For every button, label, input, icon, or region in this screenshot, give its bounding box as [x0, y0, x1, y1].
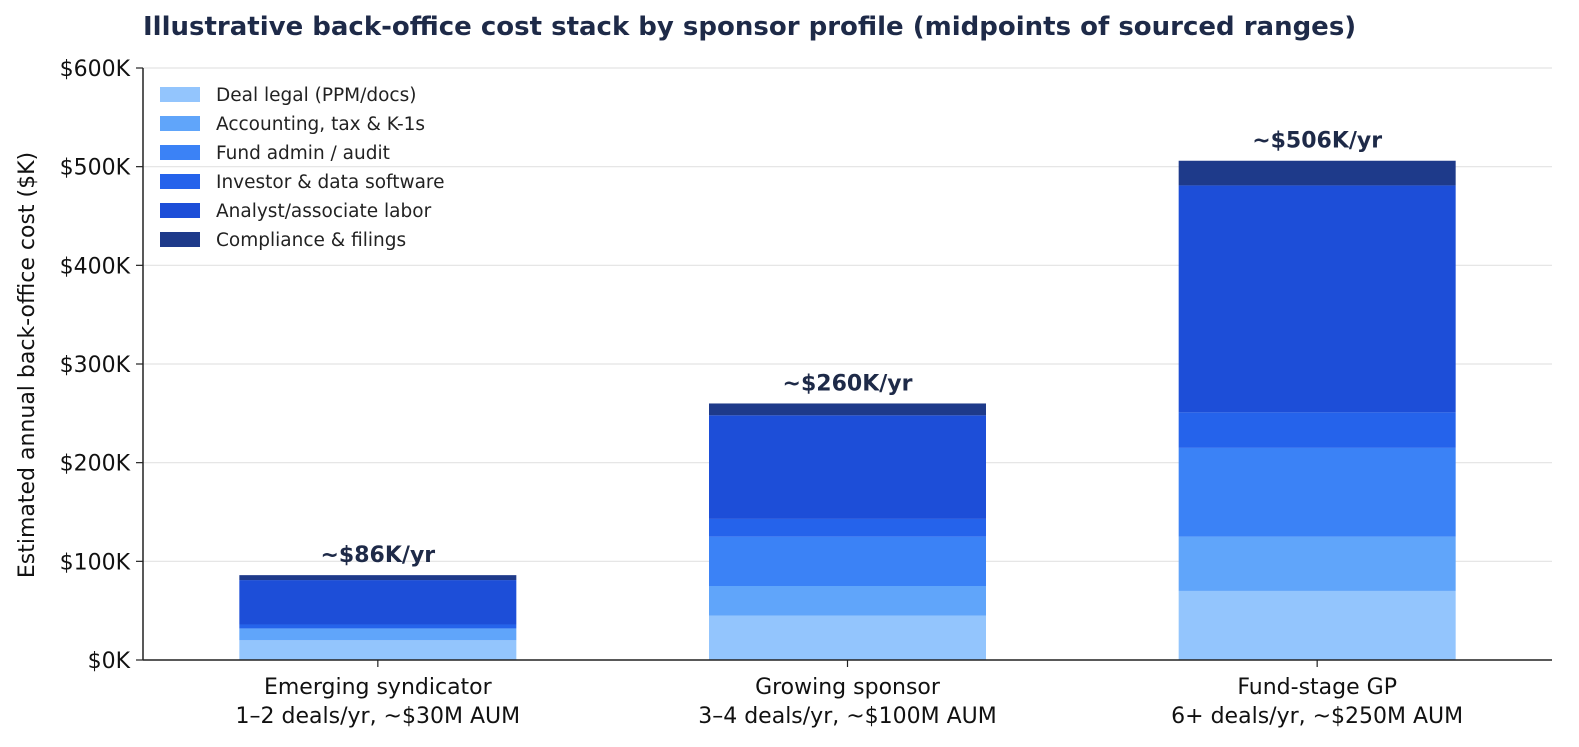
chart-title: Illustrative back-office cost stack by s… — [143, 12, 1357, 42]
bar-segment — [1178, 185, 1456, 413]
x-tick-label: 6+ deals/yr, ~$250M AUM — [1171, 704, 1463, 729]
bar-segment — [239, 624, 517, 629]
x-tick-label: 3–4 deals/yr, ~$100M AUM — [698, 704, 997, 729]
x-tick-label: 1–2 deals/yr, ~$30M AUM — [236, 704, 521, 729]
x-tick-label: Fund-stage GP — [1237, 675, 1397, 700]
legend-label: Compliance & filings — [216, 230, 406, 251]
legend-label: Investor & data software — [216, 172, 445, 193]
bar-segment — [239, 640, 517, 660]
legend-swatch — [160, 87, 200, 102]
y-tick-label: $100K — [60, 550, 131, 575]
bar-total-label: ~$86K/yr — [321, 543, 436, 568]
bar-segment — [239, 628, 517, 641]
bar-segment — [239, 575, 517, 581]
legend-swatch — [160, 232, 200, 247]
bar-segment — [709, 586, 986, 616]
bar-segment — [709, 518, 986, 537]
bar-segment — [1178, 536, 1456, 591]
y-tick-label: $200K — [60, 452, 131, 477]
y-tick-label: $600K — [60, 57, 131, 82]
legend-swatch — [160, 203, 200, 218]
y-axis-label: Estimated annual back-office cost ($K) — [15, 152, 40, 578]
legend-label: Deal legal (PPM/docs) — [216, 85, 416, 106]
legend-label: Accounting, tax & K-1s — [216, 114, 425, 135]
bar-total-label: ~$260K/yr — [783, 371, 913, 396]
legend-swatch — [160, 145, 200, 160]
x-tick-label: Growing sponsor — [755, 675, 941, 700]
bar-segment — [709, 615, 986, 660]
legend-swatch — [160, 174, 200, 189]
bar-segment — [709, 403, 986, 416]
y-tick-label: $0K — [88, 649, 131, 674]
legend-swatch — [160, 116, 200, 131]
bar-segment — [709, 536, 986, 586]
bar-segment — [1178, 412, 1456, 448]
bar-segment — [239, 580, 517, 625]
x-tick-label: Emerging syndicator — [264, 675, 493, 700]
y-tick-label: $400K — [60, 254, 131, 279]
bar-total-label: ~$506K/yr — [1252, 129, 1382, 154]
legend-label: Fund admin / audit — [216, 143, 390, 164]
bar-segment — [1178, 160, 1456, 186]
y-tick-label: $300K — [60, 353, 131, 378]
bar-segment — [1178, 590, 1456, 660]
legend-label: Analyst/associate labor — [216, 201, 432, 222]
bar-segment — [1178, 447, 1456, 537]
bar-segment — [709, 415, 986, 519]
y-tick-label: $500K — [60, 156, 131, 181]
